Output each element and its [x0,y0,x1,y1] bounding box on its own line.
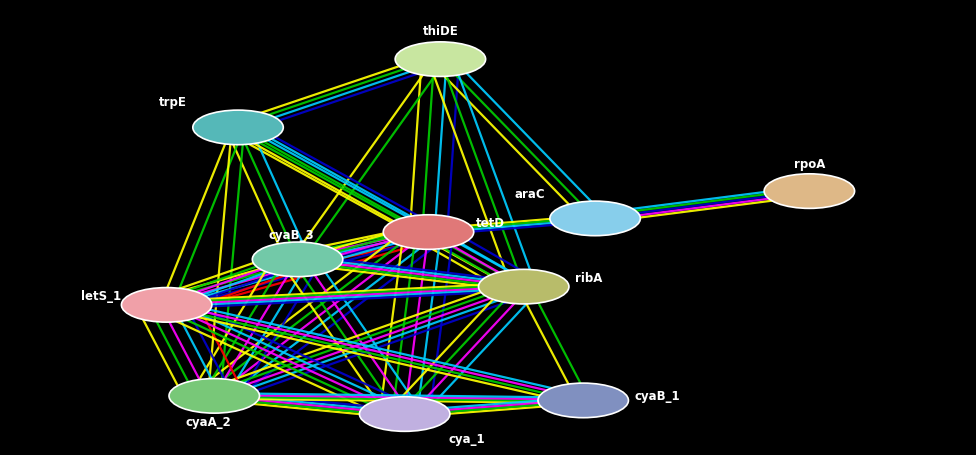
Circle shape [253,242,343,277]
Circle shape [121,288,212,322]
Circle shape [764,174,855,208]
Text: cya_1: cya_1 [448,433,485,445]
Circle shape [359,397,450,431]
Circle shape [549,201,640,236]
Text: rpoA: rpoA [793,158,825,171]
Text: cyaB_1: cyaB_1 [634,390,680,403]
Circle shape [538,383,629,418]
Circle shape [384,215,473,249]
Circle shape [395,42,486,76]
Text: cyaA_2: cyaA_2 [185,416,231,429]
Text: cyaB_3: cyaB_3 [268,229,314,242]
Circle shape [478,269,569,304]
Circle shape [193,110,283,145]
Text: letS_1: letS_1 [81,290,121,303]
Circle shape [169,379,260,413]
Text: tetD: tetD [476,217,505,230]
Text: trpE: trpE [159,96,186,109]
Text: ribA: ribA [576,272,603,285]
Text: araC: araC [514,188,545,201]
Text: thiDE: thiDE [423,25,459,38]
